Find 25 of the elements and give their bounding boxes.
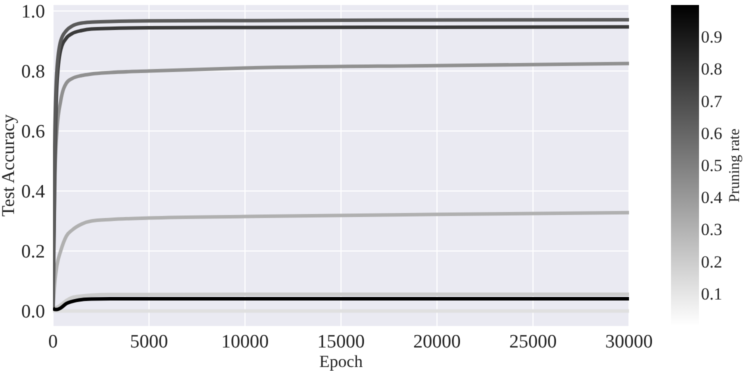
x-tick-label: 0 [48, 331, 58, 352]
y-tick-label: 0.6 [21, 122, 45, 143]
y-tick-label: 1.0 [21, 2, 45, 23]
color-bar-label: 0.3 [701, 220, 722, 240]
y-tick-label: 0.8 [21, 62, 45, 83]
y-tick-label: 0.0 [21, 302, 45, 323]
y-axis-title: Test Accuracy [0, 114, 18, 217]
y-tick-label: 0.4 [21, 182, 46, 203]
color-bar-label: 0.2 [701, 252, 722, 272]
y-tick-label: 0.2 [21, 242, 45, 263]
x-tick-label: 15000 [317, 331, 365, 352]
x-tick-label: 20000 [413, 331, 461, 352]
color-bar-label: 0.4 [701, 188, 723, 208]
color-bar-label: 0.6 [701, 124, 722, 143]
color-bar-label: 0.8 [701, 60, 722, 79]
color-bar-label: 0.1 [701, 284, 722, 304]
x-tick-label: 25000 [509, 331, 557, 352]
color-bar-label: 0.7 [701, 92, 723, 111]
color-bar-label: 0.9 [701, 28, 722, 47]
x-tick-label: 5000 [130, 331, 168, 352]
x-tick-label: 30000 [605, 331, 653, 352]
x-axis-title: Epoch [319, 352, 364, 371]
color-bar-title: Pruning rate [727, 128, 743, 202]
x-tick-label: 10000 [221, 331, 269, 352]
color-bar-label: 0.5 [701, 156, 722, 175]
